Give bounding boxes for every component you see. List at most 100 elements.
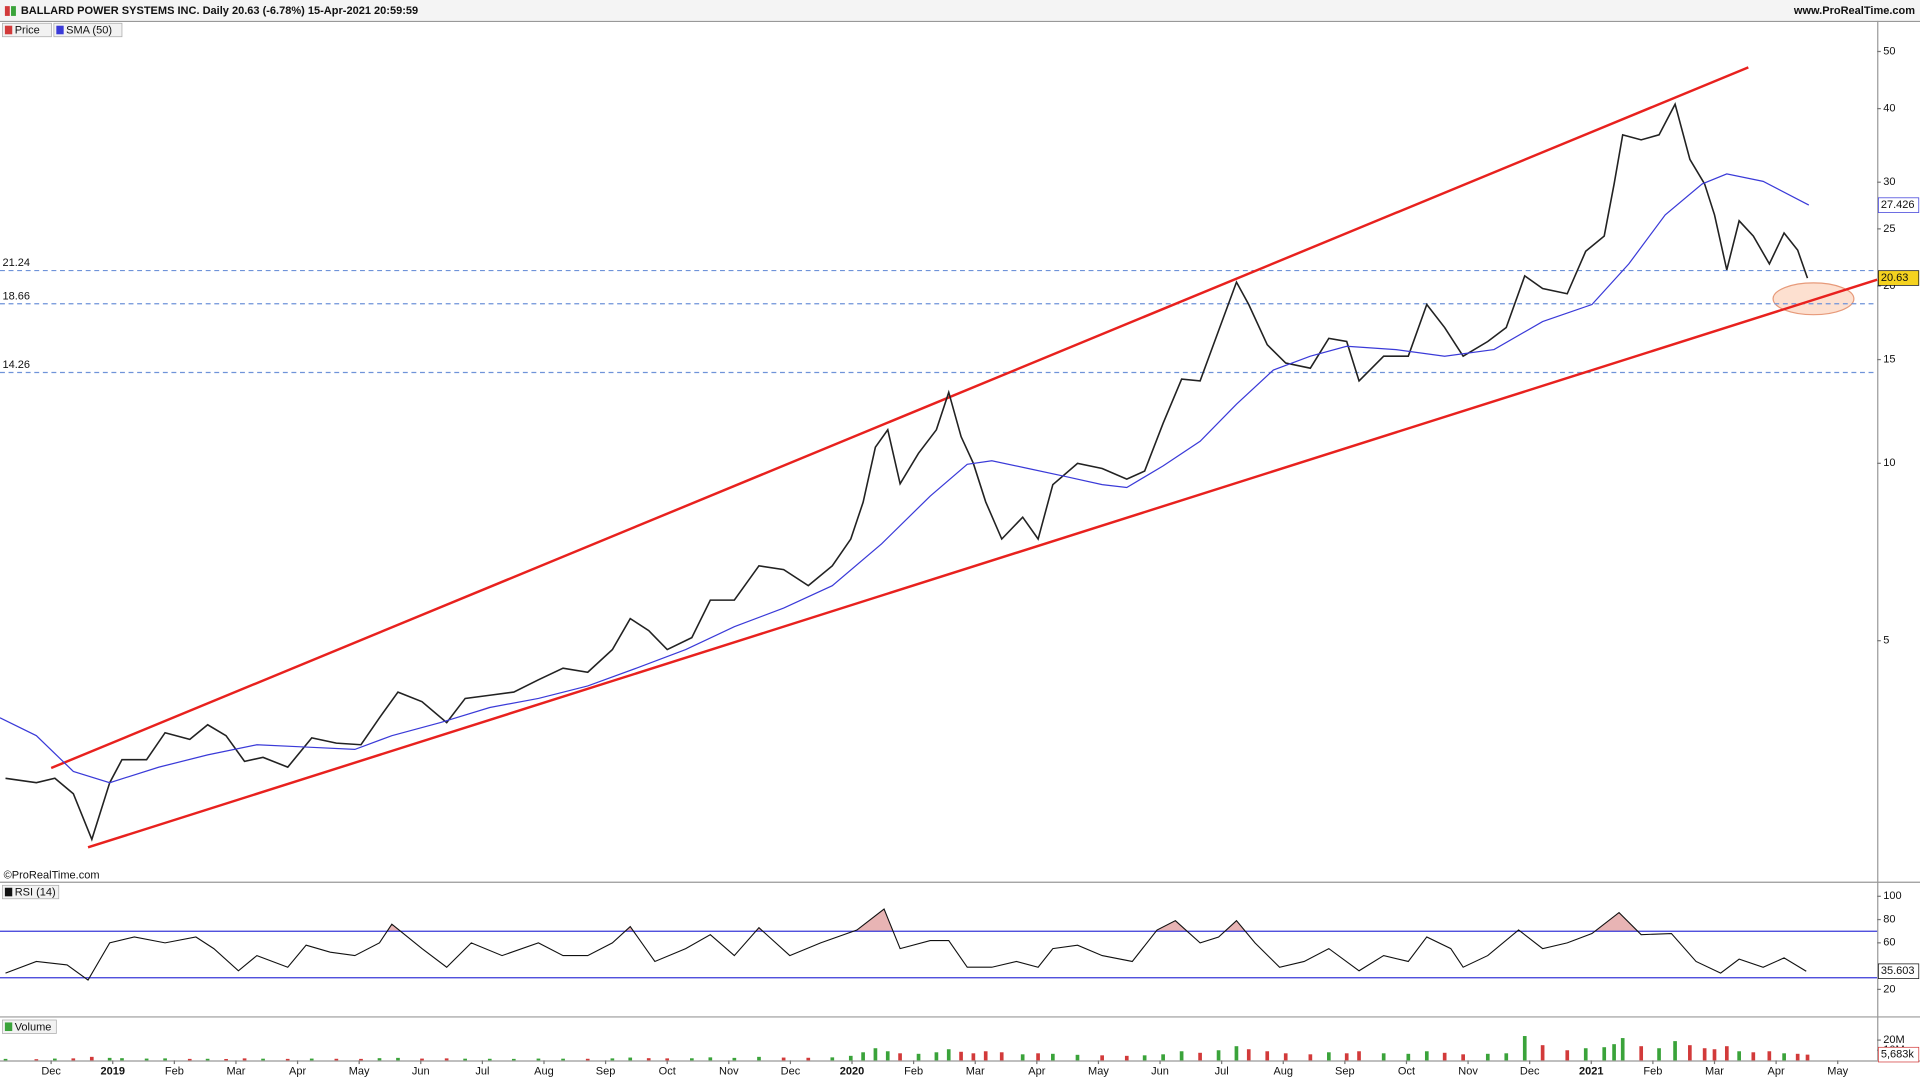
volume-bar [1782, 1053, 1786, 1061]
volume-bar [916, 1053, 921, 1061]
volume-bar [646, 1058, 651, 1061]
volume-bar [1805, 1054, 1810, 1061]
volume-bar [144, 1058, 149, 1061]
volume-bar [561, 1058, 565, 1061]
y-tick-label: 20M [1883, 1034, 1904, 1046]
x-tick-label: Dec [781, 1065, 801, 1077]
legend-label: RSI (14) [15, 887, 56, 899]
rsi-line [5, 908, 1807, 981]
legend-swatch [4, 887, 13, 897]
volume-bar [1485, 1053, 1490, 1061]
volume-bar [1461, 1054, 1465, 1061]
volume-bar [377, 1058, 382, 1061]
x-tick-label: Dec [1520, 1065, 1540, 1077]
volume-bar [261, 1058, 265, 1061]
x-tick-label: 2021 [1579, 1065, 1604, 1077]
volume-bar [971, 1053, 976, 1061]
volume-bar [1357, 1051, 1361, 1061]
volume-bar [983, 1051, 988, 1061]
volume-bar [334, 1058, 339, 1061]
header-icon [4, 6, 10, 16]
volume-bar [1583, 1048, 1588, 1061]
volume-bar [1424, 1051, 1429, 1061]
legend-label: Price [15, 25, 40, 37]
y-tick-label: 50 [1883, 45, 1895, 57]
y-tick-label: 15 [1883, 353, 1895, 365]
volume-bar [999, 1052, 1004, 1061]
y-tick-label: 40 [1883, 103, 1895, 115]
trend-line [87, 278, 1878, 849]
price-last: 20.63 [1881, 272, 1909, 284]
sma-last: 27.426 [1881, 199, 1915, 211]
y-tick-label: 20 [1883, 983, 1895, 995]
volume-bar [757, 1056, 761, 1061]
x-tick-label: Apr [1028, 1065, 1045, 1077]
volume-bar [610, 1058, 615, 1061]
volume-bar [1381, 1053, 1386, 1061]
x-tick-label: Jul [475, 1065, 489, 1077]
x-tick-label: Jun [412, 1065, 430, 1077]
volume-bar [1767, 1051, 1772, 1061]
volume-bar [420, 1058, 424, 1061]
volume-bar [885, 1051, 890, 1061]
volume-bar [806, 1057, 811, 1061]
volume-bar [444, 1058, 449, 1061]
volume-legend-box [2, 1019, 57, 1034]
volume-bar [1522, 1036, 1527, 1061]
x-tick-label: Mar [1705, 1065, 1724, 1077]
y-tick-label: 30 [1883, 176, 1895, 188]
y-tick-label: 25 [1883, 223, 1895, 235]
x-tick-label: Oct [1398, 1065, 1415, 1077]
y-tick-label: 100 [1883, 890, 1901, 902]
volume-bar [285, 1058, 290, 1061]
x-tick-label: Oct [659, 1065, 676, 1077]
volume-bar [861, 1052, 865, 1061]
volume-bar [1216, 1050, 1221, 1061]
volume-bar [1344, 1053, 1349, 1061]
series-line [0, 173, 1810, 784]
volume-bar [1737, 1051, 1741, 1061]
legend: Price SMA (50) [2, 22, 123, 38]
rsi-legend-box [2, 884, 60, 900]
volume-bar [396, 1057, 400, 1061]
volume-bar [120, 1058, 124, 1061]
volume-bar [163, 1058, 167, 1061]
volume-bar [1308, 1054, 1313, 1061]
x-tick-label: May [349, 1065, 370, 1077]
chart-title: BALLARD POWER SYSTEMS INC. Daily 20.63 (… [21, 5, 418, 17]
x-tick-label: Nov [719, 1065, 739, 1077]
x-tick-label: Apr [289, 1065, 306, 1077]
volume-bar [873, 1048, 878, 1061]
legend-box [2, 22, 52, 38]
volume-bar [359, 1058, 363, 1061]
volume-bar [1724, 1046, 1729, 1061]
volume-bar [1602, 1047, 1607, 1061]
volume-bar [1504, 1053, 1509, 1061]
volume-bar [1702, 1048, 1707, 1061]
x-tick-label: Jul [1215, 1065, 1229, 1077]
volume-bar [1246, 1049, 1251, 1061]
volume-bar [708, 1057, 713, 1061]
volume-bar [1283, 1053, 1288, 1061]
volume-bar [1124, 1055, 1129, 1061]
legend-swatch [56, 25, 64, 35]
trend-line [50, 66, 1749, 770]
volume-bar [1540, 1045, 1545, 1061]
x-tick-label: May [1827, 1065, 1848, 1077]
volume-bar [1795, 1053, 1800, 1061]
y-tick-label: 5 [1883, 635, 1889, 647]
y-tick-label: 10 [1883, 457, 1895, 469]
volume-bar [1179, 1051, 1184, 1061]
legend-box [53, 22, 123, 38]
volume-bar [1142, 1055, 1147, 1061]
volume-bar [830, 1057, 835, 1061]
source: www.ProRealTime.com [1793, 5, 1915, 17]
level-label: 14.26 [2, 359, 30, 371]
legend-label: Volume [15, 1021, 52, 1033]
volume-bar [1620, 1038, 1625, 1061]
volume-bar [1036, 1053, 1040, 1061]
volume-bar [71, 1058, 76, 1061]
volume-bar [1688, 1045, 1692, 1061]
